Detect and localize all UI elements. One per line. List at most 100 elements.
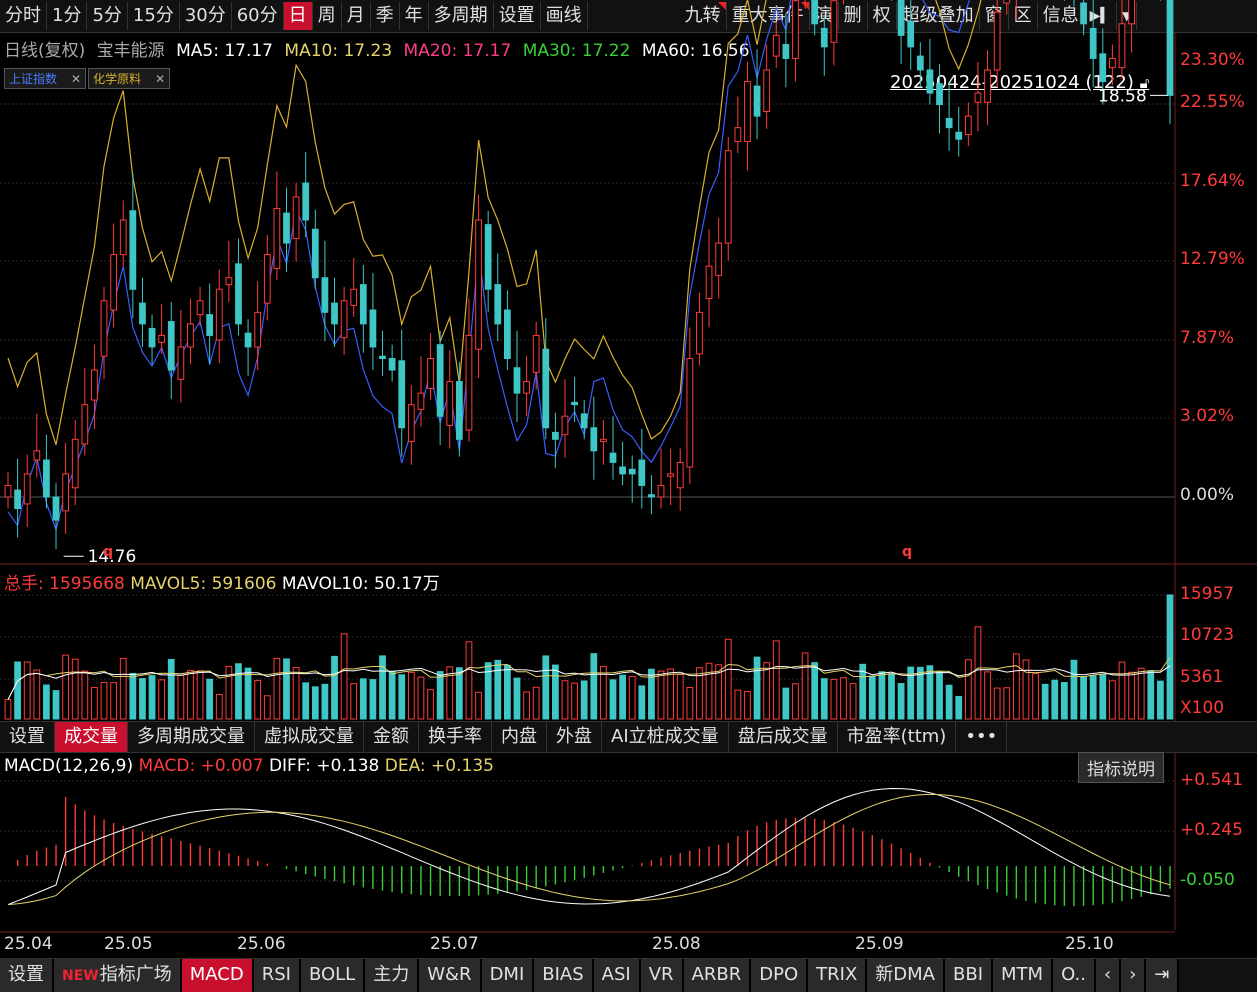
volume-bar	[619, 674, 626, 720]
period-button-9[interactable]: 季	[371, 2, 400, 30]
date-tick-label: 25.06	[237, 934, 286, 954]
period-button-4[interactable]: 30分	[180, 2, 232, 30]
volume-tab-0[interactable]: 设置	[0, 722, 55, 752]
candle-body	[1166, 0, 1174, 96]
candle-body	[1003, 0, 1011, 4]
lock-icon[interactable]: 🔓︎	[1139, 74, 1150, 92]
volume-bar	[407, 671, 415, 720]
indicator-tab-8[interactable]: BIAS	[534, 959, 594, 992]
ma5-value: MA5: 17.17	[176, 41, 273, 61]
tool-button-2[interactable]: 演	[810, 2, 839, 30]
volume-tab-9[interactable]: 盘后成交量	[729, 722, 838, 752]
volume-tab-8[interactable]: AI立桩成交量	[602, 722, 729, 752]
expand-panel-icon[interactable]: ▶▍	[1085, 2, 1118, 30]
period-button-10[interactable]: 年	[400, 2, 429, 30]
volume-tab-1[interactable]: 成交量	[55, 722, 128, 752]
volume-bar	[388, 670, 396, 720]
candle-body	[283, 212, 290, 244]
volume-bar	[283, 658, 290, 720]
period-button-7[interactable]: 周	[313, 2, 342, 30]
indicator-tab-4[interactable]: BOLL	[300, 959, 366, 992]
indicator-tab-3[interactable]: RSI	[253, 959, 301, 992]
volume-bar	[513, 677, 521, 720]
volume-tab-5[interactable]: 换手率	[419, 722, 492, 752]
indicator-tab-16[interactable]: MTM	[993, 959, 1054, 992]
period-button-11[interactable]: 多周期	[429, 2, 494, 30]
indicator-tab-5[interactable]: 主力	[365, 959, 420, 992]
volume-bar	[1108, 680, 1116, 720]
indicator-tab-17[interactable]: O..	[1053, 959, 1096, 992]
volume-tab-10[interactable]: 市盈率(ttm)	[838, 722, 957, 752]
volume-bar	[494, 659, 502, 720]
period-button-1[interactable]: 1分	[47, 2, 88, 30]
volume-bar	[792, 683, 799, 720]
indicator-tab-7[interactable]: DMI	[481, 959, 535, 992]
volume-tab-6[interactable]: 内盘	[492, 722, 547, 752]
overlay-tag-sector[interactable]: 化学原料 ✕	[88, 68, 171, 89]
tool-button-7[interactable]: 区	[1009, 2, 1038, 30]
candle-body	[33, 450, 41, 461]
indicator-tab-15[interactable]: BBI	[945, 959, 994, 992]
volume-tab-2[interactable]: 多周期成交量	[128, 722, 255, 752]
indicator-tab-1[interactable]: NEW指标广场	[54, 959, 182, 992]
period-button-6[interactable]: 日	[283, 2, 313, 30]
volume-bar	[475, 691, 482, 720]
volume-tab-7[interactable]: 外盘	[547, 722, 602, 752]
overlay-tag-index[interactable]: 上证指数 ✕	[4, 68, 87, 89]
volume-bar	[244, 667, 252, 720]
collapse-icon[interactable]: ⇥	[1146, 959, 1180, 992]
indicator-tab-2[interactable]: MACD	[181, 959, 254, 992]
candle-body	[734, 127, 742, 143]
volume-bar	[801, 652, 809, 720]
volume-tab-11[interactable]: •••	[956, 722, 1008, 752]
mavol10-value: MAVOL10: 50.17万	[281, 574, 440, 594]
volume-bar	[897, 683, 905, 720]
period-button-2[interactable]: 5分	[87, 2, 128, 30]
volume-bar	[1012, 653, 1020, 720]
indicator-tab-14[interactable]: 新DMA	[867, 959, 946, 992]
volume-tab-4[interactable]: 金额	[364, 722, 419, 752]
new-badge: NEW	[62, 968, 99, 984]
date-range[interactable]: 20250424-20251024 (122) 🔓︎	[890, 72, 1149, 93]
volume-bar	[571, 682, 578, 720]
volume-bar	[340, 633, 348, 720]
volume-bar	[398, 674, 406, 720]
close-icon[interactable]: ✕	[71, 72, 82, 86]
indicator-tab-0[interactable]: 设置	[0, 959, 54, 992]
candle-body	[830, 0, 838, 43]
period-button-3[interactable]: 15分	[128, 2, 180, 30]
chevron-down-icon[interactable]: ▼	[1117, 2, 1138, 30]
tool-button-3[interactable]: 删	[839, 2, 868, 30]
tool-button-0[interactable]: 九转	[680, 2, 727, 30]
volume-bar	[1003, 687, 1011, 720]
indicator-explain-button[interactable]: 指标说明	[1078, 752, 1164, 783]
volume-bar	[552, 664, 559, 720]
indicator-tab-13[interactable]: TRIX	[808, 959, 868, 992]
volume-tab-3[interactable]: 虚拟成交量	[255, 722, 364, 752]
candle-body	[811, 0, 819, 25]
indicator-tab-11[interactable]: ARBR	[683, 959, 752, 992]
scroll-right-icon[interactable]: ›	[1121, 959, 1147, 992]
indicator-tab-9[interactable]: ASI	[593, 959, 641, 992]
volume-tick-label: 15957	[1180, 584, 1235, 604]
indicator-tab-6[interactable]: W&R	[419, 959, 482, 992]
candle-body	[907, 20, 915, 48]
period-button-12[interactable]: 设置	[494, 2, 541, 30]
diff-value: DIFF: +0.138	[268, 756, 380, 776]
candle-body	[244, 332, 252, 348]
period-button-5[interactable]: 60分	[232, 2, 284, 30]
volume-bar	[1157, 680, 1164, 720]
indicator-tab-12[interactable]: DPO	[751, 959, 809, 992]
tool-button-4[interactable]: 权	[868, 2, 897, 30]
volume-bar	[321, 683, 329, 720]
period-button-13[interactable]: 画线	[541, 2, 588, 30]
candle-body	[292, 196, 300, 239]
candle-body	[71, 438, 79, 489]
scroll-left-icon[interactable]: ‹	[1095, 959, 1122, 992]
indicator-tab-10[interactable]: VR	[640, 959, 684, 992]
period-button-0[interactable]: 分时	[0, 2, 47, 30]
close-icon[interactable]: ✕	[155, 72, 166, 86]
volume-bar	[1166, 594, 1174, 720]
period-button-8[interactable]: 月	[342, 2, 371, 30]
